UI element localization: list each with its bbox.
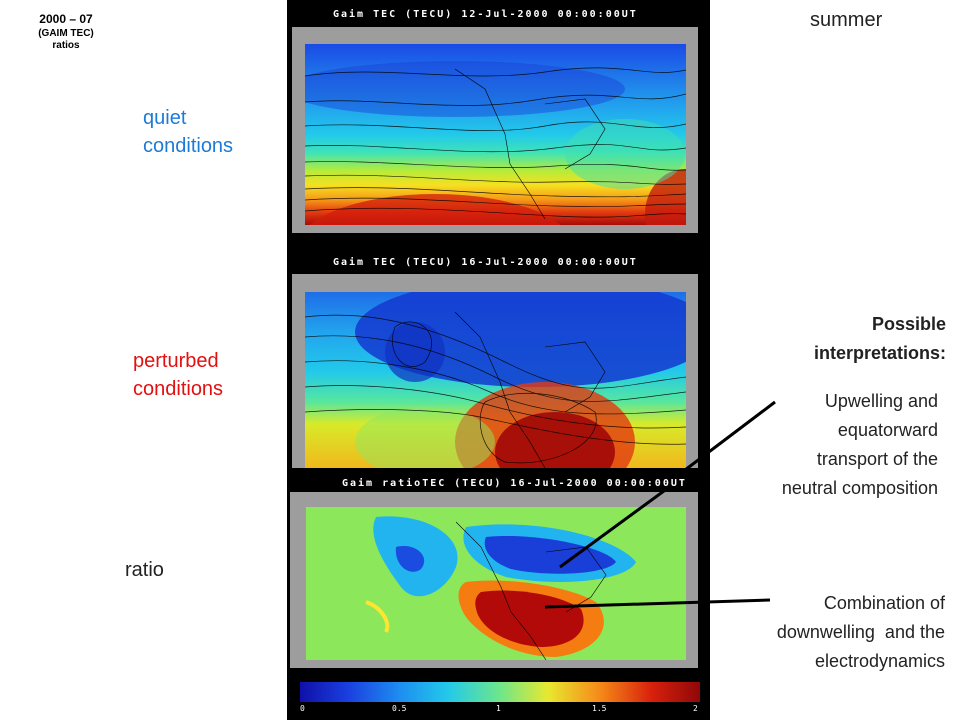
colorbar [300,682,700,702]
header-model: (GAIM TEC) [38,28,94,39]
upwelling-arrow-upper [684,400,776,472]
colorbar-tick: 1.5 [592,704,607,713]
header-date: 2000 – 07 [39,12,93,26]
tec-map-ratio [306,507,686,660]
ratio-label: ratio [125,559,164,581]
colorbar-ticks: 0 0.5 1 1.5 2 [300,704,700,716]
figure-header: 2000 – 07 (GAIM TEC) ratios [10,12,122,51]
tec-map-perturbed [305,292,686,468]
panel-title-ratio: Gaim ratioTEC (TECU) 16-Jul-2000 00:00:0… [342,478,687,489]
upwelling-arrow-lower [559,486,669,569]
tec-map-quiet [305,44,686,225]
colorbar-tick: 0.5 [392,704,407,713]
interpretations-heading: Possible interpretations: [813,314,946,363]
season-label: summer [810,9,883,31]
panel-title-perturbed: Gaim TEC (TECU) 16-Jul-2000 00:00:00UT [333,257,638,268]
quiet-conditions-label: quiet conditions [143,107,234,157]
upwelling-interpretation: Upwelling and equatorward transport of t… [781,391,938,498]
downwelling-interpretation: Combination of downwelling and the elect… [776,593,945,671]
downwelling-arrow [544,598,771,609]
perturbed-conditions-label: perturbed conditions [133,350,224,400]
header-ratios: ratios [52,40,80,51]
colorbar-tick: 0 [300,704,305,713]
panel-title-quiet: Gaim TEC (TECU) 12-Jul-2000 00:00:00UT [333,9,638,20]
colorbar-tick: 1 [496,704,501,713]
colorbar-tick: 2 [693,704,698,713]
